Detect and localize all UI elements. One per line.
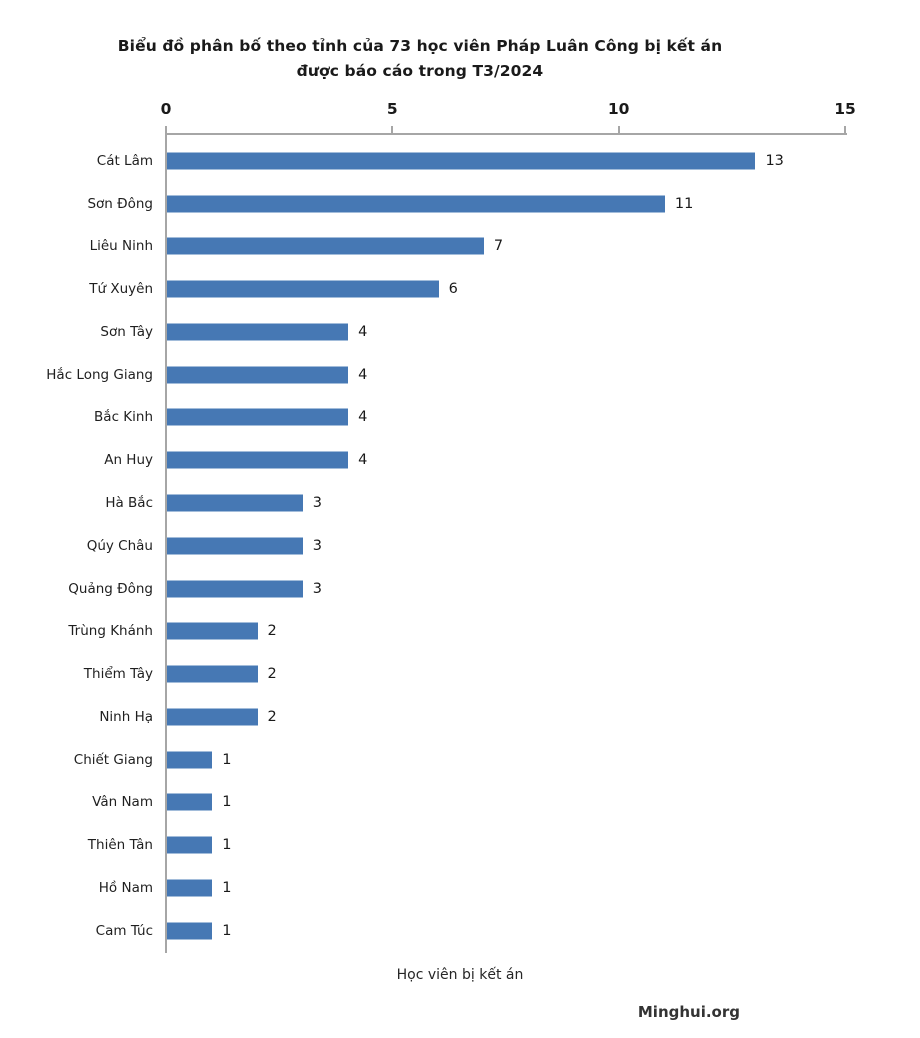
bar bbox=[167, 708, 258, 726]
category-label: Sơn Đông bbox=[87, 195, 153, 212]
value-label: 6 bbox=[448, 281, 458, 298]
bar bbox=[167, 408, 349, 426]
category-label: Thiểm Tây bbox=[83, 666, 153, 683]
value-label: 4 bbox=[358, 409, 368, 426]
bar-row: Thiên Tân 1 bbox=[0, 824, 920, 867]
category-label: Vân Nam bbox=[92, 794, 153, 811]
bar-row: Cam Túc 1 bbox=[0, 909, 920, 952]
value-label: 4 bbox=[358, 452, 368, 469]
bar-row: Hà Bắc 3 bbox=[0, 482, 920, 525]
chart-title-line1: Biểu đồ phân bố theo tỉnh của 73 học viê… bbox=[117, 37, 723, 55]
bar bbox=[167, 323, 349, 341]
bar bbox=[167, 836, 213, 854]
category-label: Bắc Kinh bbox=[94, 409, 153, 426]
value-label: 2 bbox=[267, 623, 277, 640]
category-label: Chiết Giang bbox=[73, 751, 153, 768]
category-label: Quảng Đông bbox=[68, 580, 153, 597]
x-tick-mark bbox=[844, 126, 846, 134]
x-axis-title: Học viên bị kết án bbox=[396, 967, 524, 983]
bar-row: Hồ Nam 1 bbox=[0, 867, 920, 910]
category-label: Ninh Hạ bbox=[99, 708, 153, 725]
category-label: Hắc Long Giang bbox=[46, 366, 153, 383]
bar-row: Ninh Hạ 2 bbox=[0, 695, 920, 738]
bar bbox=[167, 451, 349, 469]
bar bbox=[167, 879, 213, 897]
bar bbox=[167, 751, 213, 769]
bar-row: Thiểm Tây 2 bbox=[0, 653, 920, 696]
chart-title-line2: được báo cáo trong T3/2024 bbox=[296, 62, 544, 80]
x-tick-mark bbox=[617, 126, 620, 134]
x-axis-line bbox=[166, 133, 847, 135]
bar-row: Quảng Đông 3 bbox=[0, 567, 920, 610]
bar-row: Sơn Tây 4 bbox=[0, 311, 920, 354]
category-label: Hồ Nam bbox=[98, 879, 153, 896]
bar-row: Trùng Khánh 2 bbox=[0, 610, 920, 653]
x-tick-mark bbox=[391, 126, 394, 134]
bar bbox=[167, 152, 756, 170]
bar-row: Tứ Xuyên 6 bbox=[0, 268, 920, 311]
category-label: Thiên Tân bbox=[87, 837, 153, 854]
bar bbox=[167, 665, 258, 683]
bar-row: Cát Lâm 13 bbox=[0, 140, 920, 183]
value-label: 1 bbox=[222, 922, 232, 939]
value-label: 1 bbox=[222, 837, 232, 854]
category-label: Hà Bắc bbox=[105, 495, 153, 511]
bar-row: Hắc Long Giang 4 bbox=[0, 353, 920, 396]
bar-row: An Huy 4 bbox=[0, 439, 920, 482]
bar-row: Liêu Ninh 7 bbox=[0, 225, 920, 268]
bar bbox=[167, 793, 213, 811]
bar bbox=[167, 494, 303, 512]
value-label: 3 bbox=[312, 495, 323, 511]
category-label: Cát Lâm bbox=[96, 152, 153, 169]
bar bbox=[167, 580, 303, 598]
value-label: 11 bbox=[674, 195, 694, 212]
value-label: 3 bbox=[312, 580, 323, 597]
x-tick-label: 0 bbox=[160, 100, 172, 118]
value-label: 2 bbox=[267, 666, 277, 683]
value-label: 1 bbox=[222, 879, 232, 896]
plot-area: Cát Lâm 13 Sơn Đông 11 Liêu Ninh 7 Tứ Xuyên 6 Sơ… bbox=[0, 140, 920, 953]
x-tick-label: 5 bbox=[386, 100, 398, 118]
category-label: Liêu Ninh bbox=[89, 238, 153, 255]
value-label: 2 bbox=[267, 708, 277, 725]
chart-title: Biểu đồ phân bố theo tỉnh của 73 học viê… bbox=[40, 34, 800, 84]
bar bbox=[167, 195, 665, 213]
bar bbox=[167, 537, 303, 555]
bar-row: Sơn Đông 11 bbox=[0, 182, 920, 225]
category-label: Trùng Khánh bbox=[68, 623, 153, 640]
category-label: Cam Túc bbox=[95, 922, 153, 939]
category-label: Tứ Xuyên bbox=[89, 281, 153, 298]
category-label: Qúy Châu bbox=[86, 537, 153, 554]
bar bbox=[167, 922, 213, 940]
bar-row: Chiết Giang 1 bbox=[0, 738, 920, 781]
bar-row: Bắc Kinh 4 bbox=[0, 396, 920, 439]
value-label: 1 bbox=[222, 751, 232, 768]
value-label: 3 bbox=[312, 537, 323, 554]
value-label: 1 bbox=[222, 794, 232, 811]
value-label: 4 bbox=[358, 323, 368, 340]
y-axis-line bbox=[165, 126, 167, 953]
x-tick-label: 10 bbox=[607, 100, 630, 118]
value-label: 13 bbox=[765, 152, 784, 169]
category-label: Sơn Tây bbox=[100, 323, 153, 340]
bar bbox=[167, 622, 258, 640]
value-label: 7 bbox=[493, 238, 504, 255]
bar-row: Vân Nam 1 bbox=[0, 781, 920, 824]
bar bbox=[167, 280, 439, 298]
value-label: 4 bbox=[358, 366, 368, 383]
source-attribution: Minghui.org bbox=[637, 1003, 740, 1021]
bar bbox=[167, 237, 484, 255]
x-tick-label: 15 bbox=[834, 100, 856, 118]
bar bbox=[167, 366, 349, 384]
bar-row: Qúy Châu 3 bbox=[0, 524, 920, 567]
x-tick-mark bbox=[165, 126, 167, 134]
category-label: An Huy bbox=[104, 452, 153, 469]
